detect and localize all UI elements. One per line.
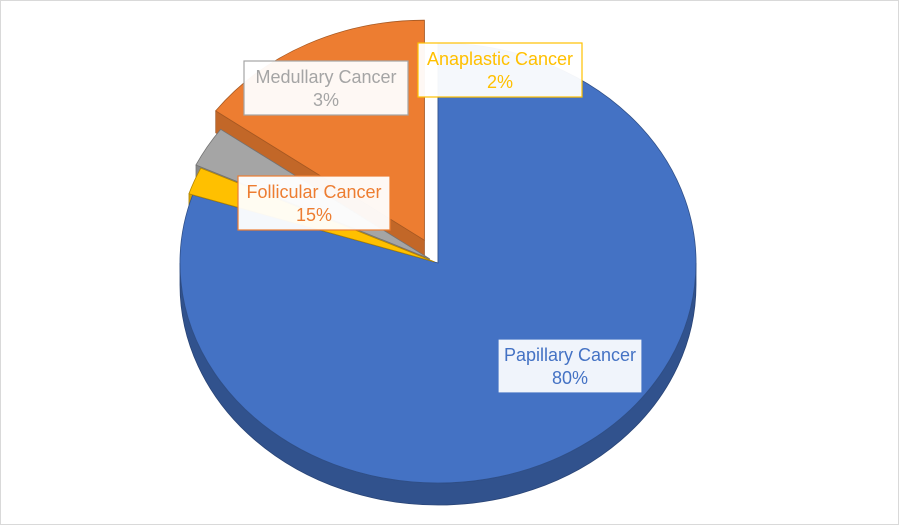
data-label-box: [417, 42, 583, 98]
data-label-value: 2%: [487, 72, 513, 92]
data-label-box: [497, 338, 643, 394]
data-label-box: [237, 175, 391, 231]
data-label-anaplastic-cancer: Anaplastic Cancer 2%: [417, 42, 583, 98]
data-label-papillary-cancer: Papillary Cancer 80%: [497, 338, 643, 394]
data-label-name: Follicular Cancer: [246, 182, 381, 202]
data-label-value: 15%: [296, 205, 332, 225]
data-label-name: Medullary Cancer: [255, 67, 396, 87]
data-label-medullary-cancer: Medullary Cancer 3%: [243, 60, 409, 116]
data-label-name: Anaplastic Cancer: [427, 49, 573, 69]
data-label-name: Papillary Cancer: [504, 345, 636, 365]
data-label-value: 80%: [552, 368, 588, 388]
data-label-value: 3%: [313, 90, 339, 110]
data-label-follicular-cancer: Follicular Cancer 15%: [237, 175, 391, 231]
data-label-box: [243, 60, 409, 116]
